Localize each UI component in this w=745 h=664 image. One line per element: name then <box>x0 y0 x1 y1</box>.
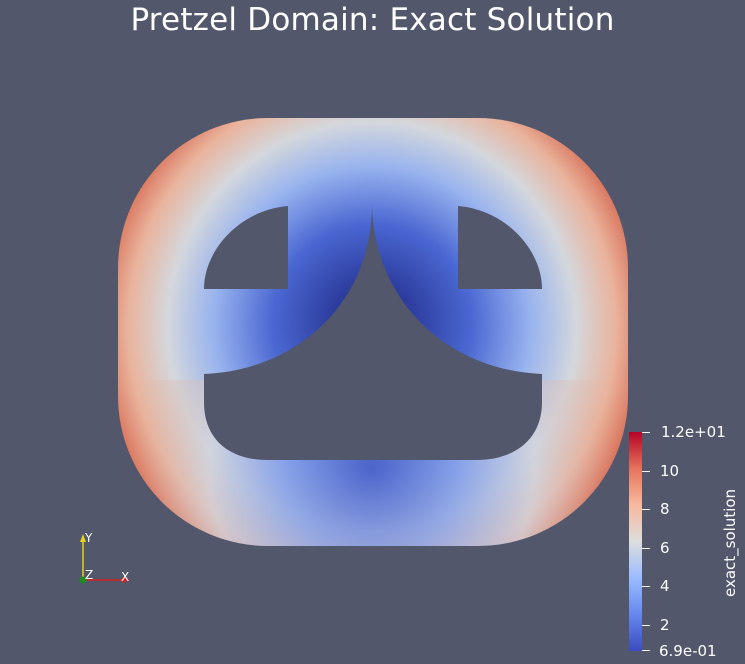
orientation-axes: Y Z X <box>72 530 142 594</box>
colorbar-tick <box>642 471 650 472</box>
colorbar-max-label: 1.2e+01 <box>661 423 726 441</box>
colorbar-tick <box>642 625 650 626</box>
x-axis-arrow-icon <box>122 577 130 583</box>
y-axis-label: Y <box>85 531 93 545</box>
y-axis-arrow-icon <box>80 534 86 542</box>
render-title: Pretzel Domain: Exact Solution <box>130 2 615 38</box>
colorbar-tick <box>642 509 650 510</box>
pretzel-domain[interactable] <box>110 110 640 555</box>
z-axis-dot-icon <box>79 576 87 584</box>
colorbar-tick-label: 4 <box>660 577 670 595</box>
colorbar-max-tick <box>642 432 650 433</box>
colorbar-tick-label: 10 <box>660 462 680 480</box>
colorbar-min-label: 6.9e-01 <box>659 642 717 660</box>
colorbar-tick <box>642 586 650 587</box>
colorbar-min-tick <box>642 650 650 651</box>
colorbar-title: exact_solution <box>721 488 739 597</box>
colorbar-tick-label: 8 <box>660 500 670 518</box>
orientation-axes-glyph <box>79 534 130 584</box>
colorbar-tick-label: 6 <box>660 539 670 557</box>
colorbar-tick-label: 2 <box>660 616 670 634</box>
z-axis-label: Z <box>85 568 94 582</box>
colorbar-tick <box>642 548 650 549</box>
x-axis-label: X <box>121 570 130 584</box>
colorbar-gradient <box>629 432 642 651</box>
